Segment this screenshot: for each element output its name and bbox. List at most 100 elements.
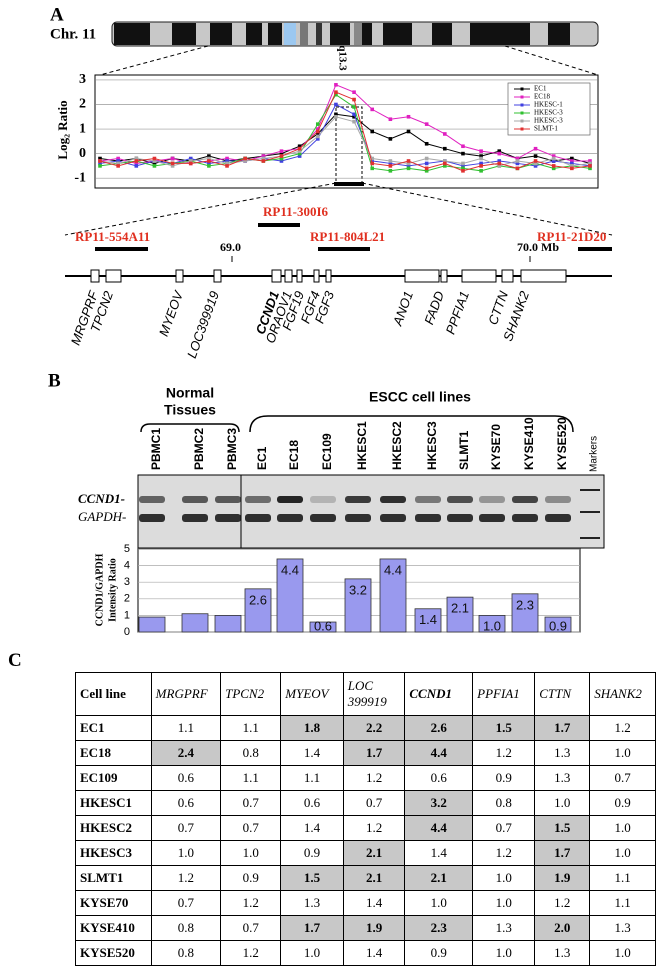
line-marker (370, 159, 375, 163)
legend-swatch (520, 127, 524, 131)
cell: 0.7 (150, 815, 222, 841)
gel-band (447, 496, 473, 503)
cell: 1.4 (342, 940, 406, 966)
bar (414, 608, 442, 633)
cell: 1.0 (534, 790, 591, 816)
cell: 0.7 (220, 815, 282, 841)
cell: 1.2 (472, 840, 536, 866)
clone-label: RP11-554A11 (75, 229, 150, 244)
table-row: HKESC2 0.7 0.7 1.4 1.2 4.4 0.7 1.5 1.0 (75, 815, 656, 841)
line-marker (570, 164, 574, 168)
cell: 0.7 (150, 890, 222, 916)
cell: 0.9 (220, 865, 282, 891)
cell: 1.7 (534, 840, 591, 866)
bar (478, 615, 506, 633)
line-marker (424, 122, 429, 126)
line-marker (551, 164, 556, 168)
position-label: 70.0 Mb (517, 240, 559, 254)
line-marker (479, 149, 483, 153)
data-label: 1.0 (483, 618, 501, 633)
cell: 1.3 (534, 740, 591, 766)
line-marker (334, 112, 338, 117)
line-marker (424, 169, 429, 173)
y-tick-label: 4 (124, 560, 130, 572)
cell: 0.8 (472, 790, 536, 816)
y-tick-label: 2 (124, 593, 130, 605)
gel-label: GAPDH- (78, 509, 126, 524)
line-marker (297, 146, 302, 151)
cell: 1.0 (150, 840, 222, 866)
line-marker (443, 146, 447, 151)
group-label: ESCC cell lines (369, 389, 471, 405)
data-label: 2.3 (516, 597, 534, 612)
cell: 1.0 (589, 740, 656, 766)
column-header: LOC 399919 (342, 672, 406, 716)
cell: 0.9 (472, 765, 536, 791)
panel-label: C (8, 650, 22, 671)
line-marker (98, 164, 102, 168)
line-marker (497, 149, 502, 153)
line-marker (315, 132, 320, 136)
gel-band (139, 514, 165, 522)
row-label: SLMT1 (75, 865, 152, 891)
line-marker (315, 122, 320, 126)
line-marker (370, 166, 375, 171)
clone-label: RP11-300I6 (263, 204, 329, 219)
line-marker (479, 156, 483, 161)
zoom-box (335, 106, 363, 184)
line-marker (116, 164, 120, 168)
line-marker (261, 154, 266, 158)
cell: 1.1 (589, 865, 656, 891)
line-marker (152, 159, 157, 163)
line-marker (406, 161, 411, 166)
line-marker (279, 154, 284, 158)
data-label: 4.4 (384, 562, 402, 577)
line-marker (243, 159, 247, 163)
gene-box (90, 269, 100, 283)
bar (244, 588, 272, 633)
line-marker (588, 159, 592, 163)
cell: 1.3 (589, 915, 656, 941)
legend-label: EC1 (534, 85, 547, 93)
line-marker (134, 161, 139, 166)
line-marker (424, 156, 429, 161)
cell: 4.4 (404, 740, 474, 766)
line-marker (334, 102, 338, 107)
line-marker (497, 159, 502, 163)
line-marker (352, 114, 356, 119)
line-marker (134, 156, 139, 161)
gel-band (215, 496, 241, 503)
legend-label: HKESC-3 (534, 109, 563, 117)
line-marker (116, 156, 120, 161)
gene-box (325, 269, 332, 283)
data-label: 2.1 (451, 601, 469, 616)
lane-label: KYSE410 (522, 417, 536, 470)
line-marker (497, 161, 502, 166)
clone-label: RP11-804L21 (310, 229, 385, 244)
gene-box (213, 269, 222, 283)
row-label: HKESC1 (75, 790, 152, 816)
table-row: EC1 1.1 1.1 1.8 2.2 2.6 1.5 1.7 1.2 (75, 715, 656, 741)
table-row: HKESC1 0.6 0.7 0.6 0.7 3.2 0.8 1.0 0.9 (75, 790, 656, 816)
gel-band (380, 496, 406, 503)
line-marker (134, 159, 139, 163)
row-label: KYSE410 (75, 915, 152, 941)
line-marker (315, 134, 320, 139)
table-row: KYSE520 0.8 1.2 1.0 1.4 0.9 1.0 1.3 1.0 (75, 940, 656, 966)
line-marker (570, 156, 574, 161)
line-marker (424, 166, 429, 171)
lane-label: PBMC2 (192, 428, 206, 470)
line-marker (334, 114, 338, 119)
group-label: Tissues (164, 402, 216, 418)
line-marker (261, 159, 266, 163)
line-marker (370, 129, 375, 134)
cell: 0.9 (589, 790, 656, 816)
line-marker (388, 137, 393, 141)
bar (511, 593, 539, 633)
clone-label: RP11-21D20 (537, 229, 606, 244)
ideogram (111, 21, 599, 47)
line-marker (297, 154, 302, 158)
chromosome-label: Chr. 11 (50, 26, 96, 42)
